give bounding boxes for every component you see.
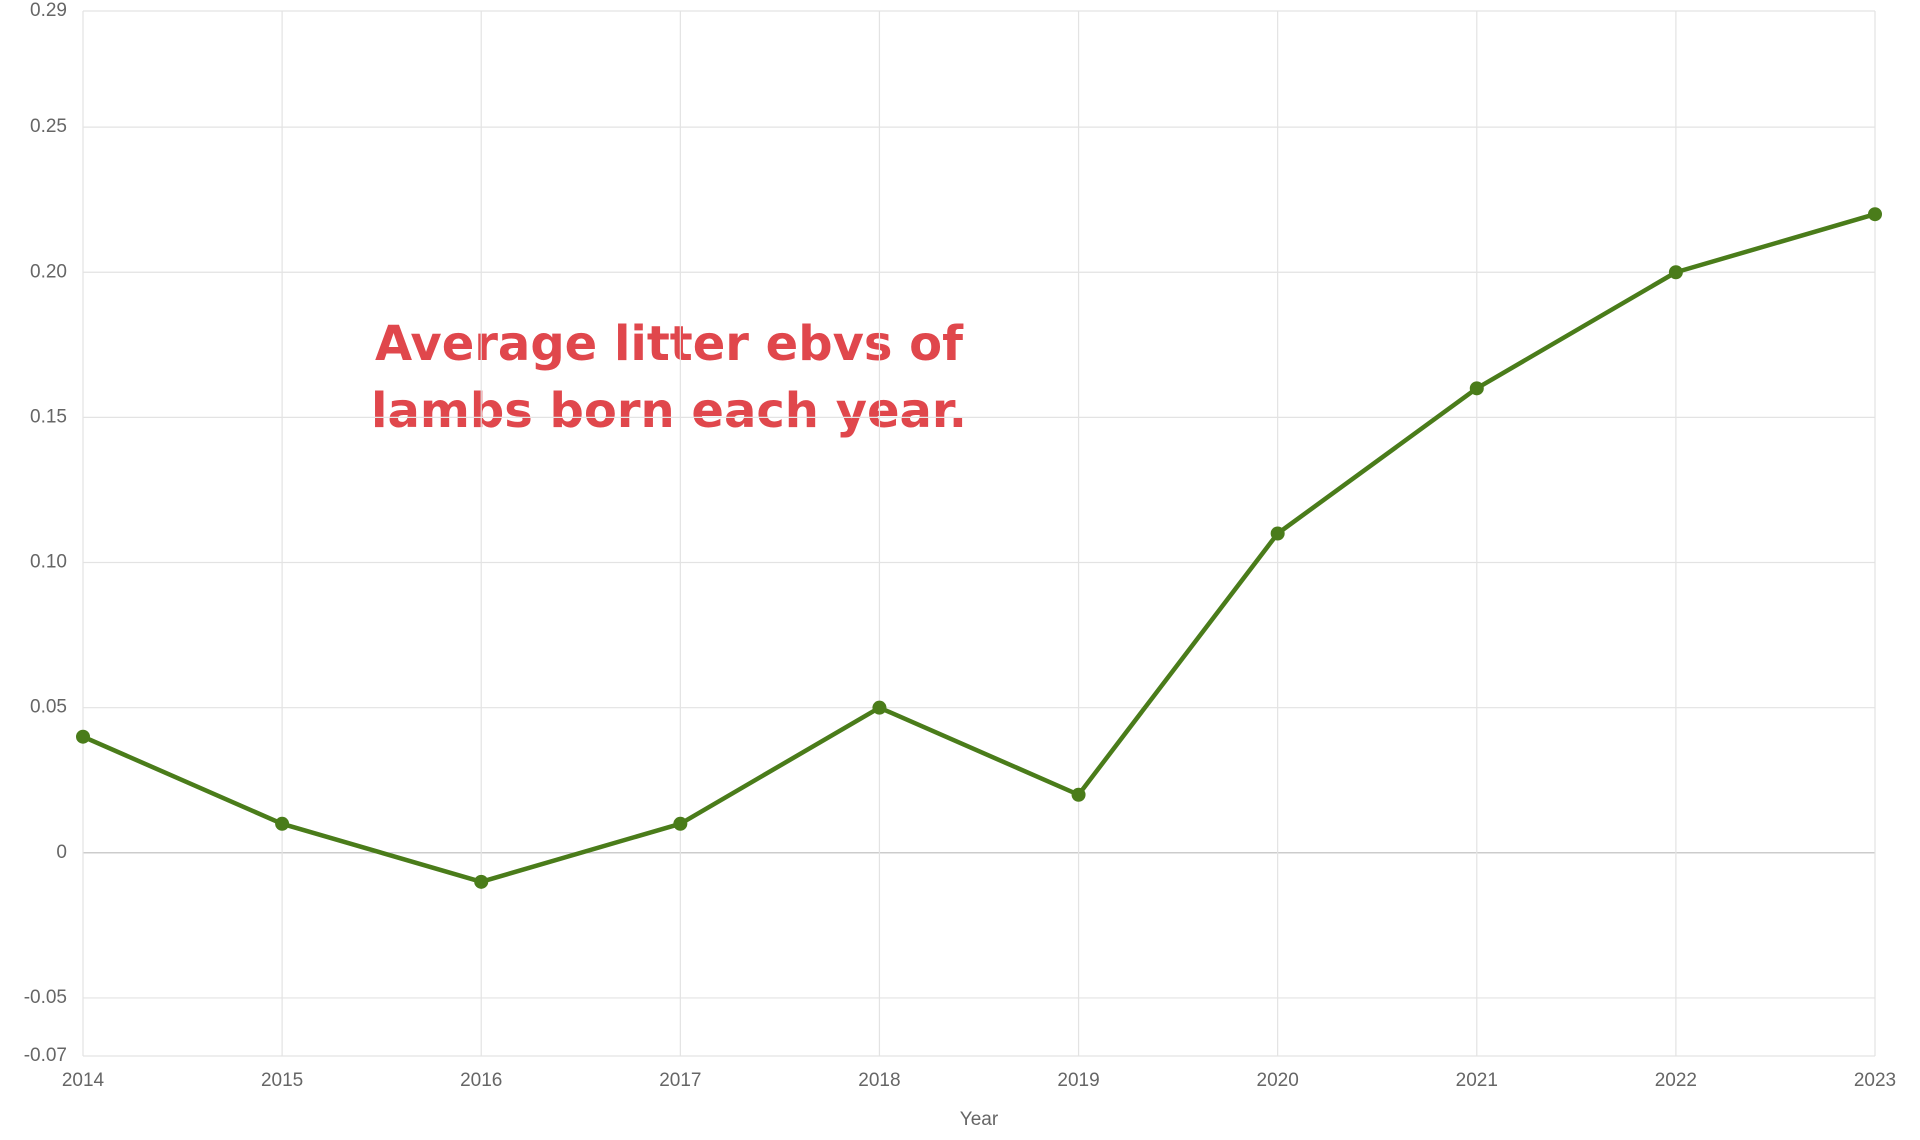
x-tick-label: 2016 xyxy=(460,1070,502,1091)
x-tick-label: 2018 xyxy=(858,1070,900,1091)
x-tick-label: 2022 xyxy=(1655,1070,1697,1091)
y-tick-label: -0.05 xyxy=(24,987,67,1008)
x-tick-label: 2020 xyxy=(1257,1070,1299,1091)
data-point xyxy=(872,700,887,715)
data-point xyxy=(1270,526,1285,541)
data-point xyxy=(76,729,90,744)
data-point xyxy=(1469,381,1484,396)
y-tick-label: 0.25 xyxy=(30,116,67,137)
data-point xyxy=(1071,787,1086,802)
data-point xyxy=(1868,207,1882,222)
x-tick-label: 2017 xyxy=(659,1070,701,1091)
y-tick-label: -0.07 xyxy=(24,1045,67,1066)
data-point xyxy=(673,816,688,831)
series-line xyxy=(82,212,1876,885)
y-tick-label: 0 xyxy=(56,842,67,863)
data-point xyxy=(1668,265,1683,280)
data-point xyxy=(474,874,489,889)
x-tick-label: 2019 xyxy=(1057,1070,1099,1091)
y-tick-label: 0.15 xyxy=(30,406,67,427)
y-tick-label: 0.20 xyxy=(30,261,67,282)
x-tick-label: 2021 xyxy=(1456,1070,1498,1091)
chart-title: lambs born each year. xyxy=(371,383,967,439)
x-axis-label: Year xyxy=(960,1109,999,1130)
x-tick-label: 2014 xyxy=(62,1070,105,1091)
data-point xyxy=(275,816,290,831)
y-tick-label: 0.10 xyxy=(30,552,67,573)
y-tick-label: 0.29 xyxy=(30,0,67,21)
x-tick-label: 2015 xyxy=(261,1070,303,1091)
y-tick-label: 0.05 xyxy=(30,697,67,718)
x-tick-label: 2023 xyxy=(1854,1070,1896,1091)
chart-title: Average litter ebvs of xyxy=(375,316,964,372)
